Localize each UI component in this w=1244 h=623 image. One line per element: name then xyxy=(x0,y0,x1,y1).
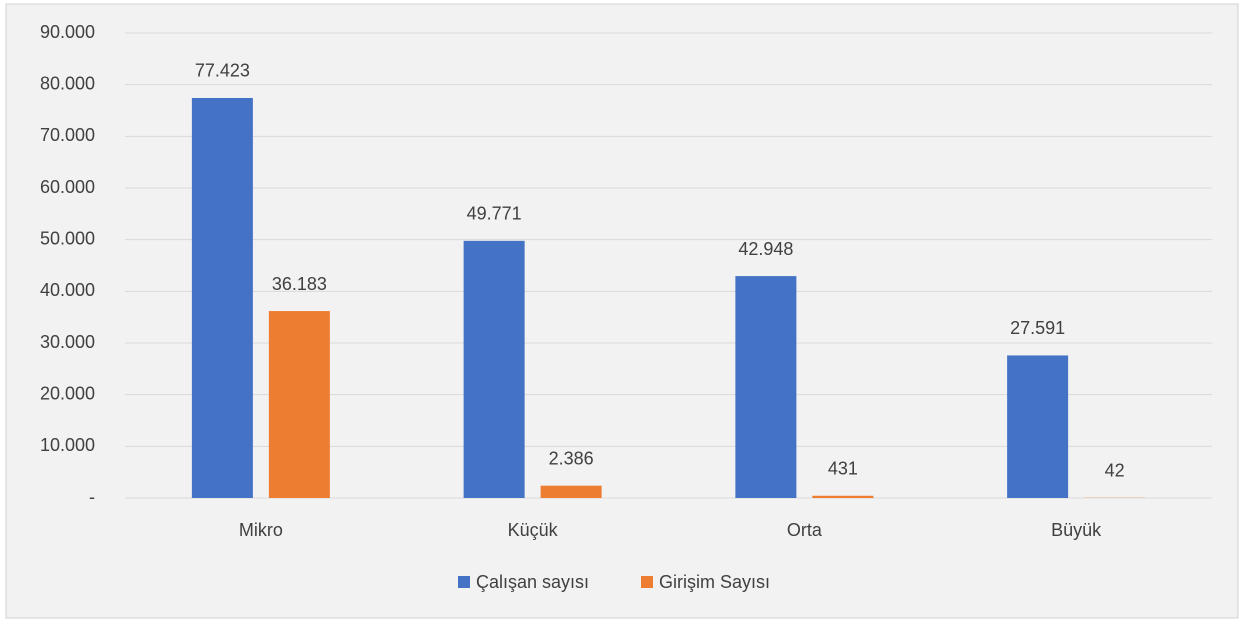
y-tick-label: 80.000 xyxy=(40,73,95,93)
bar xyxy=(191,97,253,498)
legend-label: Çalışan sayısı xyxy=(476,572,589,592)
y-tick-label: 40.000 xyxy=(40,280,95,300)
y-tick-label: 30.000 xyxy=(40,332,95,352)
y-tick-label: 60.000 xyxy=(40,177,95,197)
y-tick-label: 70.000 xyxy=(40,125,95,145)
legend-swatch xyxy=(458,576,470,588)
x-tick-label: Orta xyxy=(787,520,823,540)
data-label: 77.423 xyxy=(195,61,250,81)
data-label: 36.183 xyxy=(272,274,327,294)
bar xyxy=(540,485,602,498)
bar xyxy=(735,276,797,498)
bar xyxy=(268,311,330,498)
legend-swatch xyxy=(641,576,653,588)
data-label: 27.591 xyxy=(1010,318,1065,338)
data-label: 49.771 xyxy=(467,204,522,224)
y-tick-label: 50.000 xyxy=(40,228,95,248)
x-tick-label: Büyük xyxy=(1051,520,1102,540)
legend-label: Girişim Sayısı xyxy=(659,572,770,592)
bar xyxy=(1007,355,1069,498)
bar xyxy=(463,240,525,498)
y-tick-label: 10.000 xyxy=(40,435,95,455)
y-tick-label: - xyxy=(89,487,95,507)
data-label: 42.948 xyxy=(738,239,793,259)
data-label: 2.386 xyxy=(549,448,594,468)
data-label: 431 xyxy=(828,459,858,479)
y-tick-label: 90.000 xyxy=(40,22,95,42)
y-tick-label: 20.000 xyxy=(40,383,95,403)
x-tick-label: Küçük xyxy=(508,520,559,540)
x-tick-label: Mikro xyxy=(239,520,283,540)
bar xyxy=(812,495,874,498)
data-label: 42 xyxy=(1105,461,1125,481)
